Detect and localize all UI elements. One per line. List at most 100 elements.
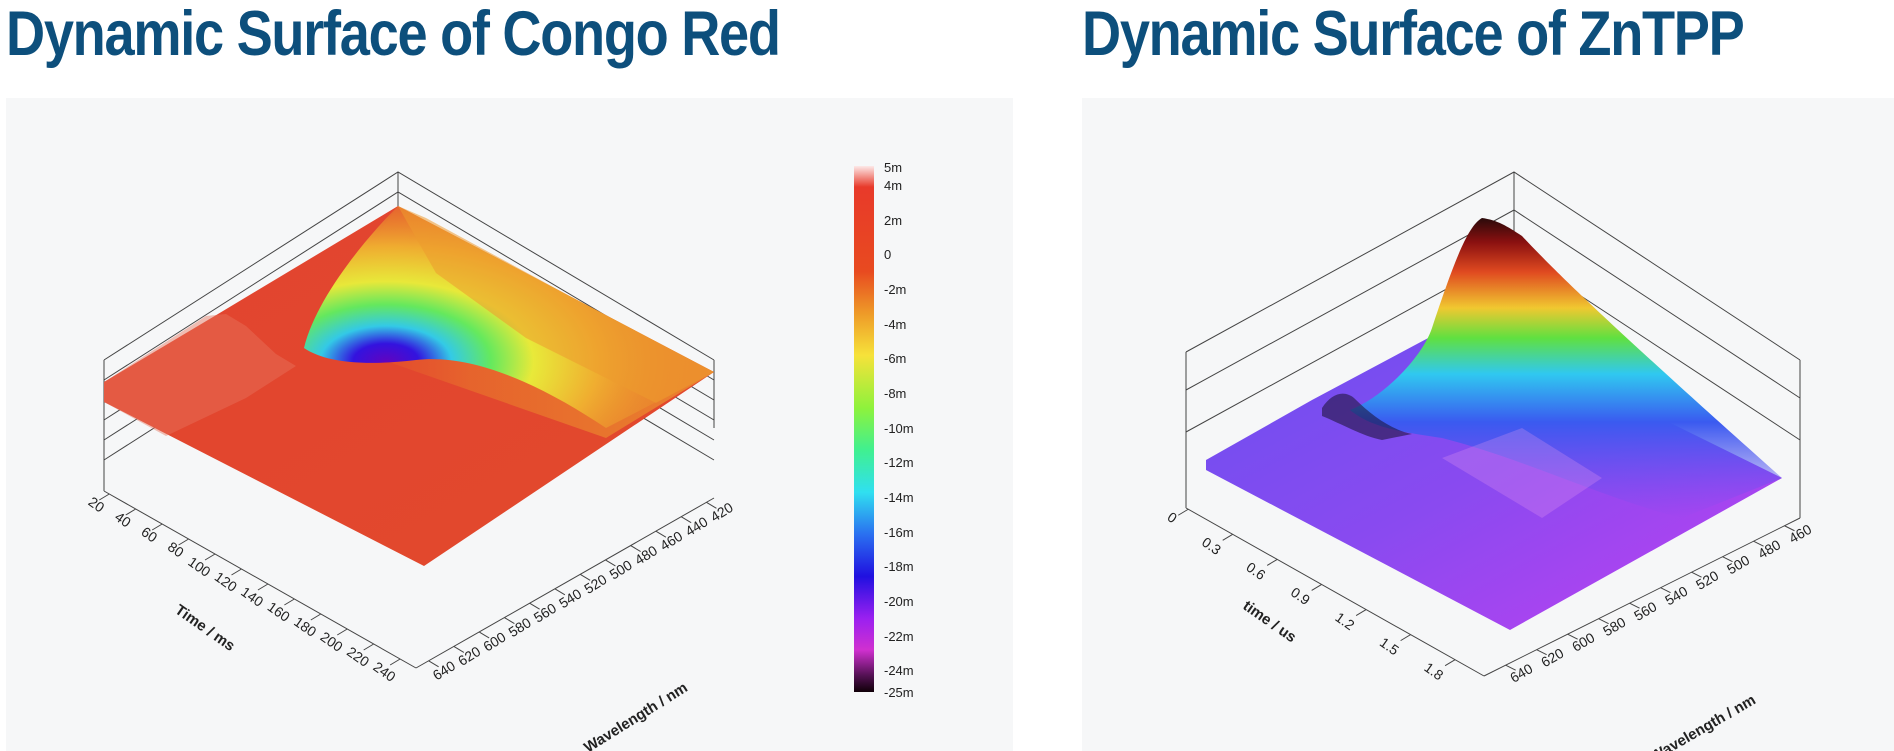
congo-red-colorbar-ticks: 5m 4m 2m 0 -2m -4m -6m -8m -10m -12m -14m -16m -18m -… bbox=[884, 160, 914, 700]
wavelength-axis-tick bbox=[1784, 525, 1795, 532]
colorbar-tick-label: -25m bbox=[884, 685, 914, 700]
time-axis-tick-label: 0 bbox=[1165, 509, 1181, 527]
wavelength-axis-tick bbox=[428, 660, 439, 668]
wavelength-axis-tick bbox=[1660, 587, 1671, 594]
time-axis-tick bbox=[231, 568, 242, 576]
colorbar-tick-label: -10m bbox=[884, 421, 914, 436]
colorbar-tick-label: -24m bbox=[884, 663, 914, 678]
wavelength-axis-tick-label: 560 bbox=[1631, 598, 1659, 624]
zntpp-wavelength-axis-label: Wavelength / nm bbox=[1648, 691, 1759, 751]
time-axis-tick-label: 0.9 bbox=[1288, 584, 1313, 608]
zntpp-plot-panel: 0 0.3 0.6 0.9 1.2 1.5 1.8 460 480 500 520 540 560 58… bbox=[1082, 98, 1894, 751]
wavelength-axis-tick-label: 600 bbox=[1569, 629, 1597, 655]
wavelength-axis-tick-label: 460 bbox=[657, 528, 685, 554]
time-axis-tick bbox=[284, 598, 295, 606]
time-axis-tick-label: 0.6 bbox=[1243, 559, 1268, 583]
wavelength-axis-tick bbox=[453, 645, 465, 653]
wavelength-axis-tick-label: 520 bbox=[581, 571, 609, 597]
wavelength-axis-tick-label: 580 bbox=[1600, 614, 1628, 640]
wavelength-axis-tick bbox=[706, 501, 717, 509]
time-axis-tick-label: 0.3 bbox=[1199, 534, 1224, 558]
colorbar-tick-label: -22m bbox=[884, 629, 914, 644]
time-axis-tick bbox=[257, 583, 269, 591]
wavelength-axis-tick-label: 580 bbox=[506, 614, 534, 640]
time-axis-tick-label: 1.2 bbox=[1332, 609, 1357, 633]
wavelength-axis-tick-label: 480 bbox=[1755, 536, 1783, 562]
wavelength-axis-tick-label: 640 bbox=[430, 657, 458, 683]
wavelength-axis-tick bbox=[605, 559, 616, 567]
colorbar-tick-label: -2m bbox=[884, 282, 906, 297]
wavelength-axis-tick-label: 500 bbox=[607, 556, 635, 582]
wavelength-axis-tick-label: 560 bbox=[531, 600, 559, 626]
wavelength-axis-tick-label: 480 bbox=[632, 542, 660, 568]
colorbar-tick-label: 2m bbox=[884, 213, 902, 228]
time-axis-tick bbox=[178, 538, 189, 546]
time-axis-tick bbox=[336, 628, 348, 636]
colorbar-tick-label: 5m bbox=[884, 160, 902, 175]
time-axis-tick bbox=[204, 553, 216, 561]
wavelength-axis-tick bbox=[1598, 618, 1609, 625]
wavelength-axis-tick bbox=[529, 602, 540, 610]
wavelength-axis-tick bbox=[1722, 556, 1733, 563]
wavelength-axis-tick-label: 420 bbox=[708, 499, 736, 525]
time-axis-tick bbox=[363, 643, 374, 651]
wavelength-axis-tick bbox=[1505, 664, 1516, 671]
time-axis-tick bbox=[1355, 609, 1367, 616]
time-axis-tick bbox=[1266, 558, 1278, 566]
wavelength-axis-tick-label: 440 bbox=[682, 513, 710, 539]
wavelength-axis-tick bbox=[680, 516, 692, 524]
colorbar-tick-label: -12m bbox=[884, 455, 914, 470]
time-axis-tick-label: 1.5 bbox=[1377, 634, 1402, 658]
wavelength-axis-tick bbox=[655, 530, 667, 538]
time-axis-tick bbox=[1222, 533, 1233, 541]
wavelength-axis-tick-label: 600 bbox=[480, 628, 508, 654]
congo-red-colorbar bbox=[854, 166, 874, 692]
colorbar-tick-label: -14m bbox=[884, 490, 914, 505]
wavelength-axis-tick-label: 620 bbox=[1538, 645, 1566, 671]
wavelength-axis-tick-label: 640 bbox=[1507, 660, 1535, 686]
wavelength-axis-tick bbox=[554, 588, 566, 596]
congo-red-time-axis-label: Time / ms bbox=[172, 601, 238, 654]
wavelength-axis-tick bbox=[478, 631, 490, 639]
colorbar-tick-label: -16m bbox=[884, 525, 914, 540]
time-axis-tick bbox=[99, 493, 110, 501]
wavelength-axis-tick-label: 540 bbox=[556, 585, 584, 611]
colorbar-tick-label: -8m bbox=[884, 386, 906, 401]
colorbar-tick-label: -6m bbox=[884, 351, 906, 366]
colorbar-tick-label: -18m bbox=[884, 559, 914, 574]
congo-red-plot-panel: 20 40 60 80 100 120 140 160 180 200 220 240 420 440 4… bbox=[6, 98, 1013, 751]
time-axis-tick bbox=[151, 523, 163, 531]
time-axis-tick bbox=[1177, 508, 1189, 516]
colorbar-tick-label: -4m bbox=[884, 317, 906, 332]
wavelength-axis-tick bbox=[579, 573, 591, 581]
wavelength-axis-tick-label: 500 bbox=[1724, 552, 1752, 578]
zntpp-time-axis-label: time / us bbox=[1240, 597, 1300, 646]
chart-title-zntpp: Dynamic Surface of ZnTPP bbox=[1082, 0, 1745, 69]
wavelength-axis-tick bbox=[630, 545, 641, 552]
colorbar-tick-label: 4m bbox=[884, 178, 902, 193]
time-axis-tick bbox=[125, 508, 136, 516]
chart-title-congo-red: Dynamic Surface of Congo Red bbox=[6, 0, 781, 69]
wavelength-axis-tick-label: 540 bbox=[1662, 583, 1690, 609]
time-axis-tick bbox=[389, 658, 401, 666]
congo-red-wavelength-axis-label: Wavelength / nm bbox=[581, 679, 691, 751]
time-axis-tick bbox=[1311, 584, 1322, 591]
wavelength-axis-tick-label: 520 bbox=[1693, 567, 1721, 593]
wavelength-axis-tick bbox=[1536, 649, 1547, 656]
wavelength-axis-tick bbox=[504, 617, 515, 625]
congo-red-surface bbox=[104, 206, 714, 566]
colorbar-tick-label: 0 bbox=[884, 247, 891, 262]
zntpp-surface bbox=[1206, 218, 1782, 630]
wavelength-axis-tick bbox=[1691, 571, 1702, 578]
time-axis-tick-label: 1.8 bbox=[1421, 659, 1446, 683]
wavelength-axis-tick-label: 460 bbox=[1786, 521, 1814, 547]
time-axis-tick bbox=[310, 613, 322, 621]
colorbar-tick-label: -20m bbox=[884, 594, 914, 609]
wavelength-axis-tick bbox=[1629, 602, 1640, 609]
wavelength-axis-tick-label: 620 bbox=[455, 643, 483, 669]
zntpp-surface-chart: 0 0.3 0.6 0.9 1.2 1.5 1.8 46048050052054056058… bbox=[1165, 171, 1814, 751]
time-axis-tick bbox=[1444, 659, 1456, 667]
wavelength-axis-tick bbox=[1567, 633, 1578, 640]
wavelength-axis-tick bbox=[1753, 540, 1764, 547]
